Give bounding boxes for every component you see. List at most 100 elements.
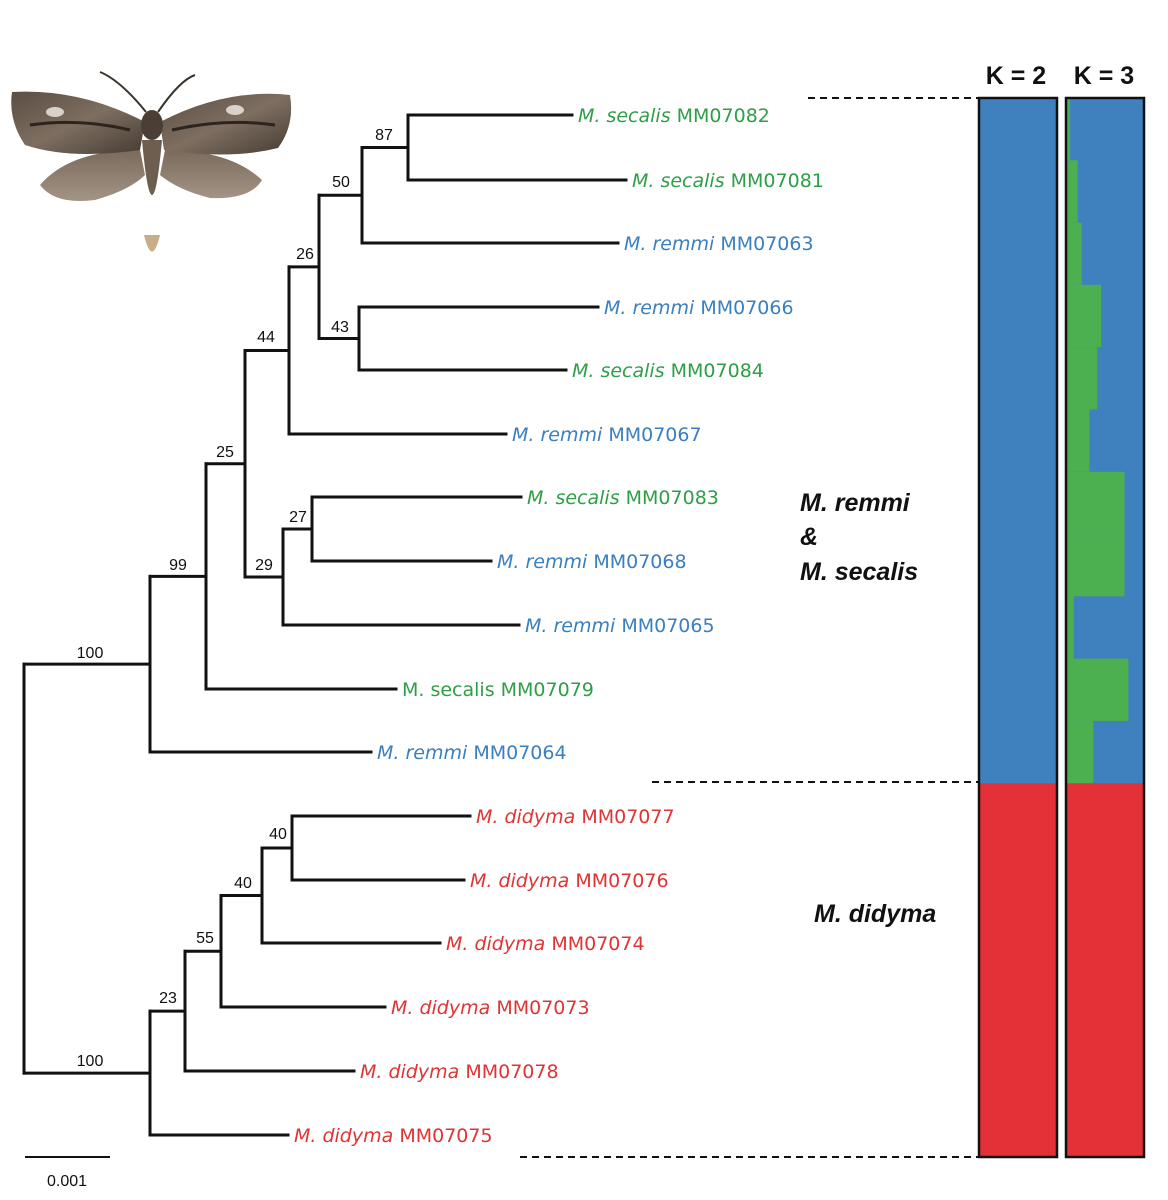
membership-bar-green (1066, 409, 1090, 473)
membership-bar (1066, 783, 1144, 847)
membership-bar (979, 98, 1057, 161)
structure-plot-k2 (977, 96, 1059, 1159)
membership-bar (979, 783, 1057, 847)
tip-species: M. didyma (360, 1061, 459, 1083)
group-divider-lines (520, 97, 978, 1158)
tip-species: M. secalis (402, 679, 495, 701)
support-value: 44 (257, 329, 275, 346)
phylogenetic-tree (22, 113, 628, 1137)
membership-bar (979, 471, 1057, 535)
tip-species: M. secalis (527, 487, 620, 509)
membership-bar (979, 160, 1057, 224)
tip-label: M. remmi MM07066 (604, 297, 794, 319)
tip-species: M. remmi (512, 424, 603, 446)
membership-bar (1066, 160, 1144, 224)
tip-species: M. secalis (632, 170, 725, 192)
tip-label: M. secalis MM07082 (578, 105, 770, 127)
group-label-didyma: M. didyma (814, 900, 936, 928)
k2-label: K = 2 (986, 62, 1046, 90)
moth-photo-icon (11, 71, 292, 252)
tip-sample-id: MM07084 (665, 360, 764, 382)
support-value: 26 (296, 246, 314, 263)
group-label-line-1: M. remmi (800, 489, 911, 517)
support-value: 100 (77, 645, 104, 662)
membership-bar (979, 970, 1057, 1033)
tip-label: M. secalis MM07079 (402, 679, 594, 701)
membership-bar (979, 1032, 1057, 1096)
group-label-line-3: M. secalis (800, 558, 918, 586)
tip-sample-id: MM07067 (602, 424, 701, 446)
support-value: 27 (289, 509, 307, 526)
tip-label: M. remmi MM07067 (512, 424, 702, 446)
tip-label: M. secalis MM07081 (632, 170, 824, 192)
scale-bar: 0.001 (25, 1156, 110, 1190)
group-label-remmi-secalis: M. remmi & M. secalis (800, 489, 918, 586)
tip-species: M. didyma (391, 997, 490, 1019)
tip-sample-id: MM07075 (393, 1125, 492, 1147)
support-value: 40 (269, 826, 287, 843)
tip-sample-id: MM07063 (714, 233, 813, 255)
k3-label: K = 3 (1074, 62, 1134, 90)
tip-label: M. remmi MM07064 (377, 742, 567, 764)
tip-label: M. remmi MM07068 (497, 551, 687, 573)
membership-bar-green (1066, 284, 1102, 348)
tip-species: M. didyma (294, 1125, 393, 1147)
membership-bar (979, 907, 1057, 971)
membership-bar-green (1066, 160, 1078, 224)
membership-bar (979, 720, 1057, 784)
tip-species: M. secalis (572, 360, 665, 382)
membership-bar-green (1066, 222, 1082, 286)
tip-label: M. remmi MM07065 (525, 615, 715, 637)
support-value: 55 (196, 930, 214, 947)
structure-plot-k3 (1064, 96, 1146, 1159)
membership-bar (979, 534, 1057, 597)
group-label-line-2: & (800, 523, 818, 551)
tip-sample-id: MM07079 (495, 679, 594, 701)
tip-sample-id: MM07083 (620, 487, 719, 509)
membership-bar (979, 596, 1057, 660)
support-value: 29 (255, 557, 273, 574)
structure-plot-frame (1064, 96, 1146, 1159)
tip-label: M. didyma MM07075 (294, 1125, 493, 1147)
membership-bar (1066, 1094, 1144, 1158)
membership-bar (979, 222, 1057, 286)
tip-sample-id: MM07073 (490, 997, 589, 1019)
membership-bar (1066, 1032, 1144, 1096)
tip-species: M. secalis (578, 105, 671, 127)
tip-species: M. remmi (604, 297, 695, 319)
support-value: 43 (331, 319, 349, 336)
tip-label: M. didyma MM07076 (470, 870, 669, 892)
membership-bar-green (1066, 534, 1125, 597)
membership-bar (979, 347, 1057, 410)
support-value: 40 (234, 875, 252, 892)
support-value: 87 (375, 127, 393, 144)
tip-sample-id: MM07066 (694, 297, 793, 319)
membership-bar-green (1066, 347, 1098, 410)
membership-bar (979, 409, 1057, 473)
membership-bar-green (1066, 720, 1094, 784)
tip-label: M. secalis MM07084 (572, 360, 764, 382)
tip-sample-id: MM07077 (575, 806, 674, 828)
membership-bar (1066, 970, 1144, 1033)
support-value: 50 (332, 174, 350, 191)
tip-sample-id: MM07081 (725, 170, 824, 192)
tip-label: M. didyma MM07074 (446, 933, 645, 955)
tip-species: M. remmi (624, 233, 715, 255)
membership-bar (1066, 907, 1144, 971)
tip-species: M. remmi (377, 742, 468, 764)
tip-label: M. didyma MM07078 (360, 1061, 559, 1083)
tip-sample-id: MM07074 (545, 933, 644, 955)
scale-bar-label: 0.001 (47, 1173, 87, 1190)
tip-sample-id: MM07078 (459, 1061, 558, 1083)
tip-sample-id: MM07065 (615, 615, 714, 637)
membership-bar (979, 284, 1057, 348)
tip-sample-id: MM07064 (467, 742, 566, 764)
membership-bar (979, 658, 1057, 722)
support-value: 100 (77, 1053, 104, 1070)
structure-plots (977, 96, 1146, 1159)
membership-bar-green (1066, 98, 1070, 161)
tip-species: M. didyma (470, 870, 569, 892)
membership-bar-green (1066, 658, 1129, 722)
